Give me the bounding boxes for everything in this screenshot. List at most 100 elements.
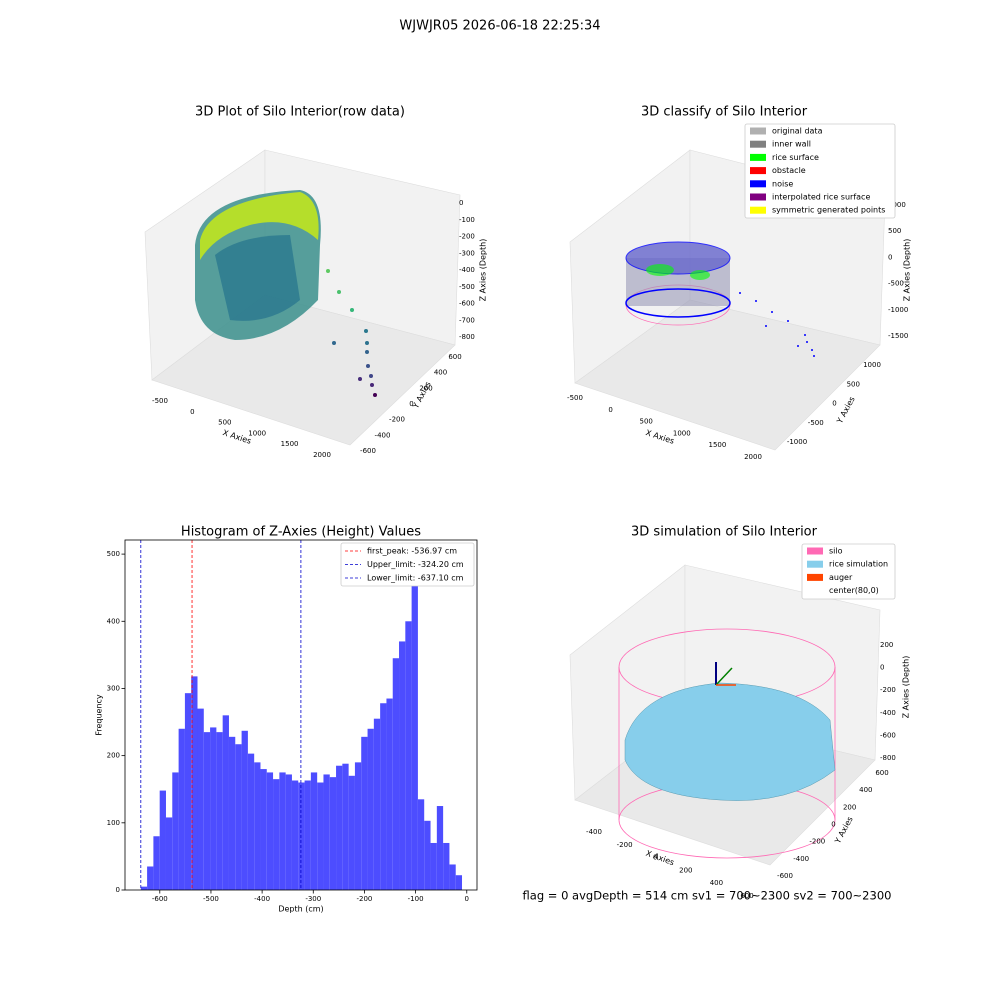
y-tick-label: -200	[809, 838, 825, 846]
z-tick-label: -500	[459, 283, 475, 291]
y-tick-label: 200	[107, 752, 120, 760]
figure-title: WJWJR05 2026-06-18 22:25:34	[399, 19, 600, 34]
y-tick-label: 100	[107, 819, 120, 827]
z-tick-label: -200	[880, 686, 896, 694]
bar	[266, 772, 274, 890]
legend-label: auger	[829, 573, 853, 582]
y-tick-label: 0	[832, 400, 836, 408]
x-tick-label: 1500	[281, 440, 299, 448]
bar	[279, 772, 286, 890]
bar	[367, 728, 374, 890]
legend-label: noise	[772, 179, 793, 188]
bar	[417, 799, 425, 890]
y-tick-label: 0	[116, 886, 120, 894]
z-axis-label: Z Axies (Depth)	[903, 239, 912, 302]
x-tick-label: -200	[617, 841, 633, 849]
bar	[216, 732, 223, 890]
bar	[304, 780, 311, 890]
footer-text: flag = 0 avgDepth = 514 cm sv1 = 700~230…	[523, 889, 892, 903]
z-tick-label: -100	[459, 216, 475, 224]
bar	[405, 621, 412, 890]
bar	[455, 875, 463, 890]
z-tick-label: -1500	[888, 332, 908, 340]
legend-swatch	[750, 180, 766, 188]
legend-label: first_peak: -536.97 cm	[367, 547, 457, 556]
legend-swatch	[807, 560, 823, 568]
bar	[140, 886, 148, 890]
y-tick-label: 400	[107, 617, 120, 625]
x-tick-label: -500	[203, 895, 219, 903]
z-tick-label: -500	[888, 280, 904, 288]
bar	[373, 718, 381, 890]
y-axis-label: Frequency	[95, 694, 104, 736]
bar	[342, 763, 349, 890]
x-tick-label: 2000	[744, 453, 762, 461]
z-tick-label: -600	[880, 731, 896, 739]
legend-label: center(80,0)	[829, 586, 879, 595]
x-tick-label: -200	[356, 895, 372, 903]
z-tick-label: 0	[459, 199, 463, 207]
x-tick-label: 0	[608, 406, 612, 414]
y-tick-label: 300	[107, 684, 120, 692]
y-tick-label: -400	[375, 431, 391, 439]
point-cloud-1	[195, 190, 377, 397]
x-tick-label: -500	[152, 397, 168, 405]
x-tick-label: 500	[640, 418, 653, 426]
x-tick-label: -500	[567, 394, 583, 402]
bar	[380, 703, 387, 890]
x-tick-label: -100	[408, 895, 424, 903]
y-tick-label: -200	[389, 416, 405, 424]
y-tick-label: 600	[875, 769, 888, 777]
bar	[197, 708, 204, 890]
y-tick-label: 400	[859, 786, 872, 794]
legend-box	[801, 543, 896, 600]
bar	[203, 732, 211, 890]
bar	[260, 769, 267, 890]
bar	[361, 736, 368, 890]
z-tick-label: 200	[880, 641, 893, 649]
bar	[222, 715, 229, 890]
bar	[354, 762, 362, 890]
x-tick-label: 500	[218, 419, 231, 427]
bar	[165, 817, 173, 890]
legend-label: silo	[829, 547, 843, 556]
legend-swatch	[750, 153, 766, 161]
x-tick-label: 1500	[708, 441, 726, 449]
z-tick-label: -700	[459, 316, 475, 324]
legend-swatch	[750, 206, 766, 214]
bar	[254, 762, 261, 890]
bar	[411, 568, 418, 890]
y-tick-label: 200	[419, 384, 432, 392]
legend-label: rice simulation	[829, 560, 888, 569]
y-tick-label: 500	[107, 550, 120, 558]
bar	[310, 772, 318, 890]
y-tick-label: -600	[777, 872, 793, 880]
bar	[241, 730, 248, 890]
bar	[392, 658, 400, 890]
bar	[247, 753, 255, 890]
x-tick-label: 1000	[248, 429, 266, 437]
legend-swatch	[750, 127, 766, 135]
legend-label: Lower_limit: -637.10 cm	[367, 574, 464, 583]
legend-box	[340, 542, 475, 587]
legend-swatch	[807, 547, 823, 555]
legend-swatch	[750, 193, 766, 201]
z-tick-label: -1000	[888, 306, 908, 314]
bar	[291, 780, 299, 890]
y-tick-label: 600	[448, 353, 461, 361]
chart-title: 3D Plot of Silo Interior(row data)	[195, 105, 405, 120]
y-tick-label: -600	[360, 447, 376, 455]
x-tick-label: 600	[740, 892, 753, 900]
bar	[336, 765, 343, 890]
z-tick-label: -400	[880, 709, 896, 717]
bar	[184, 693, 192, 890]
y-tick-label: -1000	[787, 438, 807, 446]
chart-title: Histogram of Z-Axies (Height) Values	[181, 525, 421, 540]
z-tick-label: 0	[888, 253, 892, 261]
bar	[273, 779, 280, 890]
y-tick-label: -500	[808, 419, 824, 427]
legend-swatch	[750, 167, 766, 175]
z-tick-label: -600	[459, 300, 475, 308]
bar	[191, 676, 198, 890]
